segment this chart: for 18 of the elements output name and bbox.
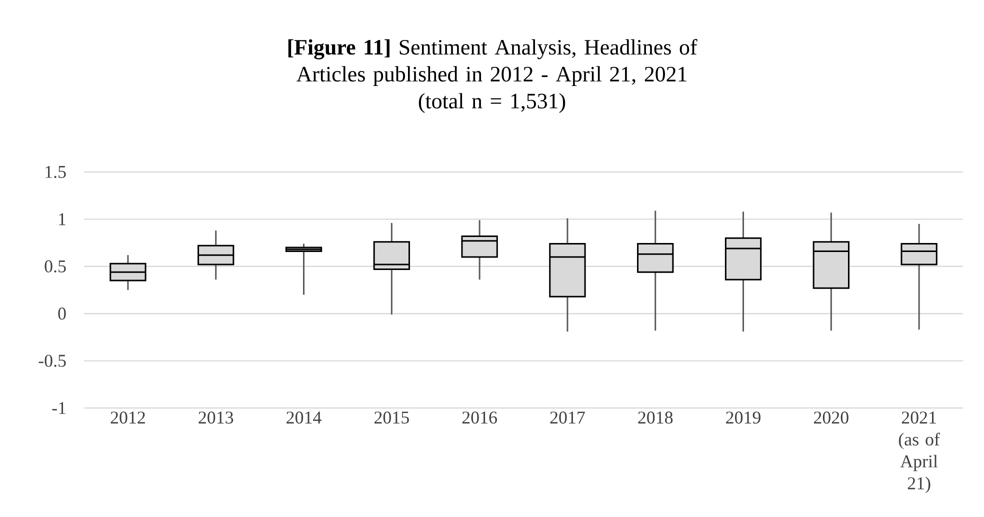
y-tick-label: 1.5 xyxy=(46,166,66,178)
x-tick-label: 2020 xyxy=(814,412,848,424)
x-tick-label: 2014 xyxy=(286,412,322,424)
x-tick-label: 2019 xyxy=(726,412,760,424)
x-tick-label: 2015 xyxy=(374,412,409,424)
chart-title: [Figure 11] Sentiment Analysis, Headlines of Articles published in 2012 - April 21, 2021 xyxy=(288,39,698,86)
y-tick-label: -1 xyxy=(52,402,66,414)
x-tick-label: 2018 xyxy=(638,412,673,424)
x-tick-label: 2021 (as of April 21) xyxy=(898,412,940,494)
x-tick-label: 2012 xyxy=(110,412,145,424)
y-tick-label: 0.5 xyxy=(44,260,66,272)
y-tick-label: 0 xyxy=(58,308,66,320)
x-tick-label: 2017 xyxy=(550,412,585,424)
y-tick-label: 1 xyxy=(59,213,66,226)
x-tick-label: 2016 xyxy=(462,412,497,424)
y-tick-label: -0.5 xyxy=(38,354,66,367)
chart-subtitle: (total n = 1,531) xyxy=(418,93,566,113)
x-tick-label: 2013 xyxy=(198,412,234,424)
